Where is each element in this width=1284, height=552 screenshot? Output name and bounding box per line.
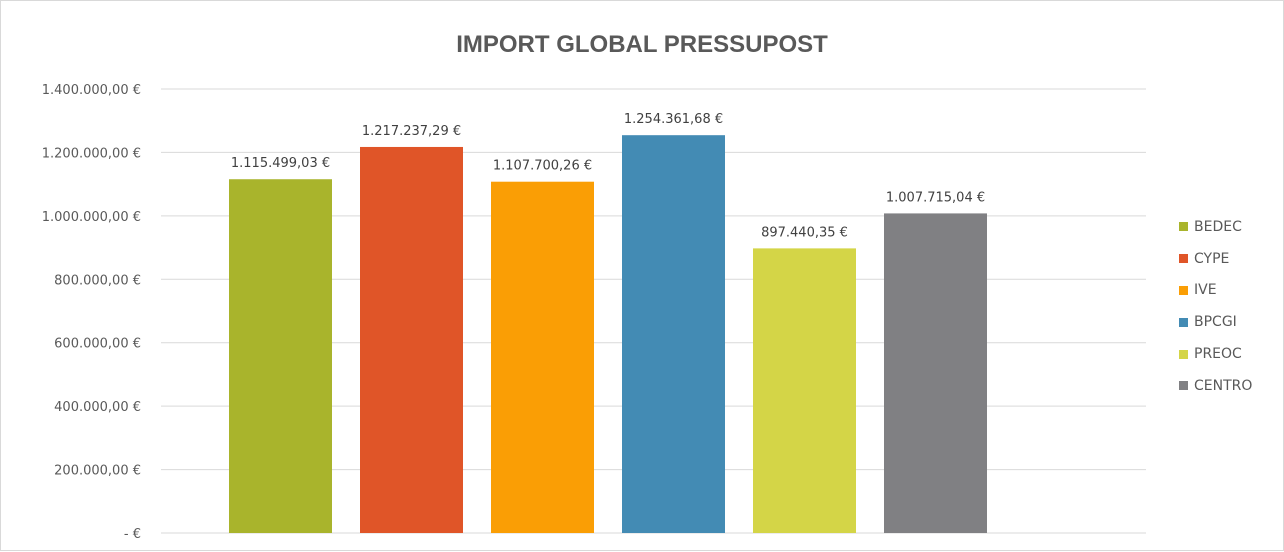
legend-swatch [1179, 350, 1188, 359]
legend-label: PREOC [1194, 346, 1242, 362]
bar-centro [884, 213, 987, 533]
legend-label: CYPE [1194, 251, 1229, 267]
legend-swatch [1179, 318, 1188, 327]
legend-swatch [1179, 381, 1188, 390]
bar-cype [360, 147, 463, 533]
y-tick-label: - € [124, 527, 141, 542]
data-label: 1.107.700,26 € [493, 159, 592, 174]
legend-label: CENTRO [1194, 378, 1252, 394]
legend-item-bpcgi: BPCGI [1179, 306, 1252, 338]
legend-swatch [1179, 286, 1188, 295]
bar-bedec [229, 179, 332, 533]
legend-swatch [1179, 254, 1188, 263]
legend-item-centro: CENTRO [1179, 370, 1252, 402]
y-tick-label: 1.200.000,00 € [42, 146, 141, 161]
data-label: 897.440,35 € [761, 225, 848, 240]
legend-item-cype: CYPE [1179, 243, 1252, 275]
legend-label: IVE [1194, 282, 1217, 298]
legend-swatch [1179, 222, 1188, 231]
y-tick-label: 400.000,00 € [54, 400, 141, 415]
legend-label: BEDEC [1194, 219, 1242, 235]
bar-bpcgi [622, 135, 725, 533]
bar-preoc [753, 248, 856, 533]
y-tick-label: 1.000.000,00 € [42, 210, 141, 225]
legend: BEDEC CYPE IVE BPCGI PREOC CENTRO [1179, 211, 1252, 402]
legend-label: BPCGI [1194, 314, 1237, 330]
y-tick-label: 600.000,00 € [54, 337, 141, 352]
data-label: 1.217.237,29 € [362, 124, 461, 139]
data-label: 1.007.715,04 € [886, 190, 985, 205]
bar-ive [491, 182, 594, 533]
legend-item-preoc: PREOC [1179, 338, 1252, 370]
legend-item-bedec: BEDEC [1179, 211, 1252, 243]
data-label: 1.254.361,68 € [624, 112, 723, 127]
data-label: 1.115.499,03 € [231, 156, 330, 171]
y-tick-label: 1.400.000,00 € [42, 83, 141, 98]
y-tick-label: 200.000,00 € [54, 464, 141, 479]
legend-item-ive: IVE [1179, 275, 1252, 307]
y-tick-label: 800.000,00 € [54, 273, 141, 288]
